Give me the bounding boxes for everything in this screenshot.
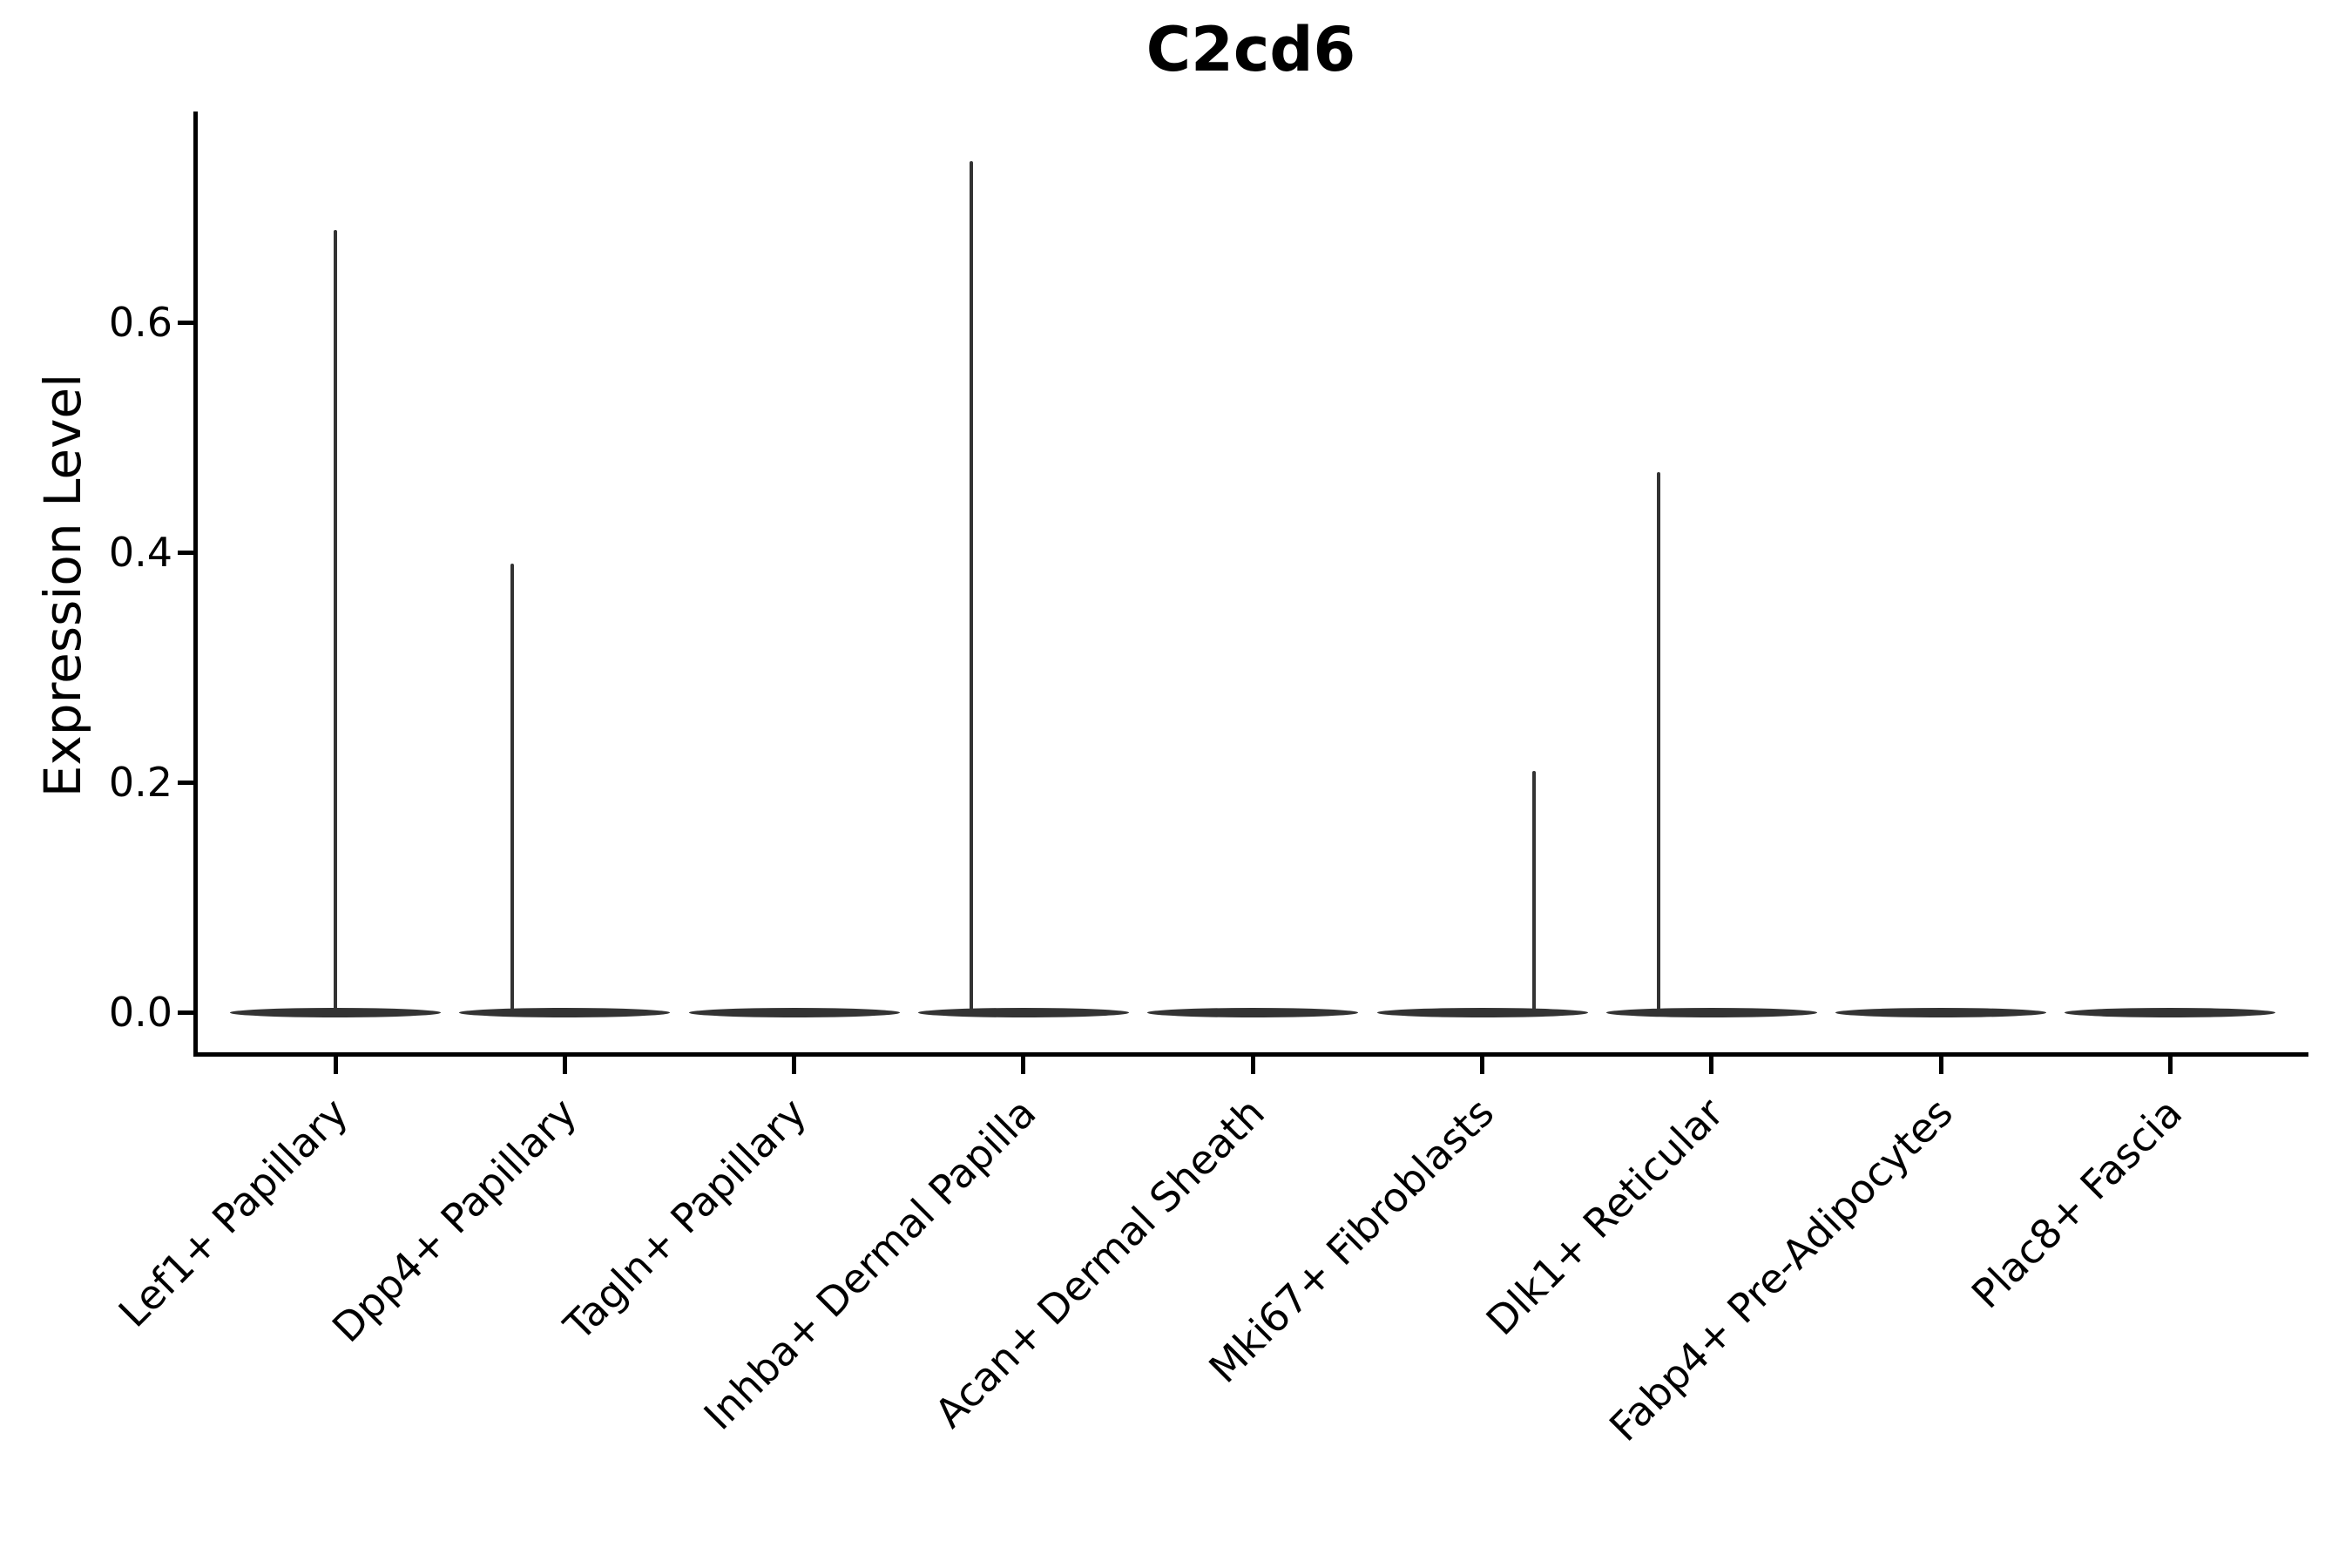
violin-body — [1147, 1007, 1359, 1017]
y-axis-label: Expression Level — [33, 373, 92, 798]
x-tick-mark — [2167, 1057, 2173, 1074]
violin-density-spike — [969, 161, 973, 1017]
plot-title: C2cd6 — [1146, 14, 1356, 85]
x-tick-mark — [333, 1057, 338, 1074]
violin-body — [1605, 1007, 1817, 1017]
violin-density-spike — [334, 230, 337, 1017]
violin-density-spike — [1531, 770, 1536, 1017]
x-tick-mark — [792, 1057, 797, 1074]
violin-body — [688, 1007, 900, 1017]
y-tick-label: 0.4 — [108, 529, 172, 576]
violin-body — [1835, 1007, 2047, 1017]
y-tick-mark — [178, 1010, 193, 1015]
y-tick-mark — [178, 550, 193, 555]
y-tick-mark — [178, 320, 193, 325]
violin-density-spike — [510, 564, 515, 1017]
x-tick-label: Dlk1+ Reticular — [1477, 1089, 1733, 1345]
x-tick-label: Lef1+ Papillary — [109, 1089, 357, 1336]
violin-density-spike — [1656, 471, 1660, 1017]
violin-body — [1376, 1007, 1588, 1017]
y-axis-spine — [193, 112, 198, 1057]
y-tick-mark — [178, 780, 193, 785]
x-tick-label: Plac8+ Fascia — [1963, 1089, 2192, 1318]
x-tick-mark — [1938, 1057, 1943, 1074]
y-tick-label: 0.0 — [108, 989, 172, 1036]
x-tick-mark — [1021, 1057, 1026, 1074]
violin-body — [917, 1007, 1129, 1017]
x-tick-label: Dpp4+ Papillary — [323, 1089, 586, 1352]
violin-body — [2065, 1007, 2276, 1017]
x-tick-label: Tagln+ Papillary — [554, 1089, 815, 1349]
x-tick-mark — [1709, 1057, 1714, 1074]
x-tick-mark — [1250, 1057, 1255, 1074]
y-tick-label: 0.6 — [108, 299, 172, 346]
y-tick-label: 0.2 — [108, 759, 172, 806]
x-tick-mark — [1480, 1057, 1484, 1074]
x-tick-mark — [562, 1057, 567, 1074]
x-axis-spine — [193, 1052, 2308, 1057]
violin-body — [459, 1007, 671, 1017]
